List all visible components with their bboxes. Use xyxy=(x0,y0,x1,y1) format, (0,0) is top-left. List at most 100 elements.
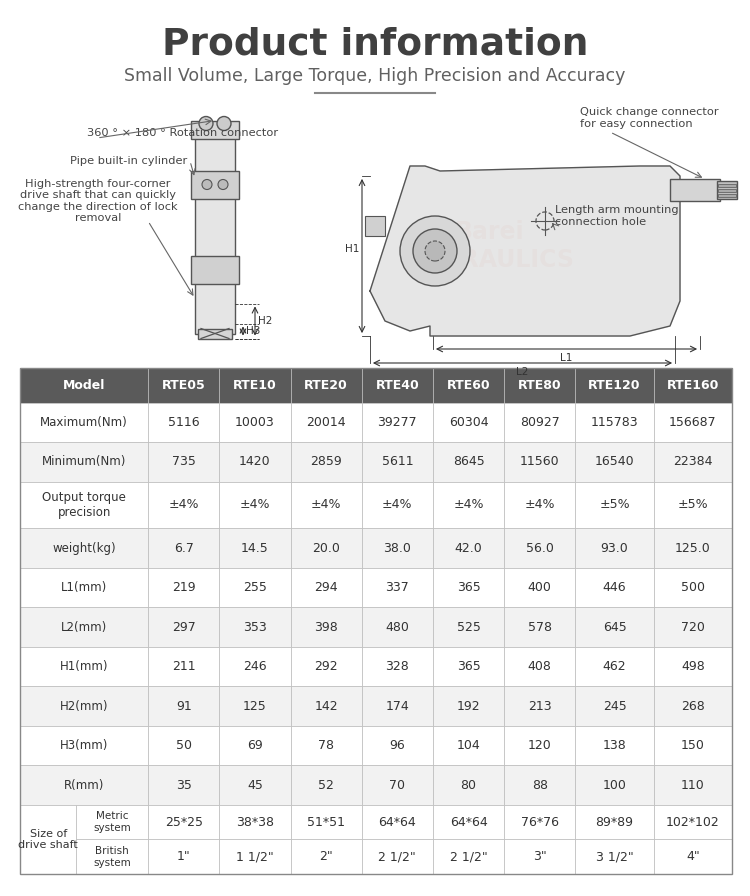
Text: 353: 353 xyxy=(243,621,267,633)
Bar xyxy=(148,840,219,874)
Text: 446: 446 xyxy=(603,582,626,594)
Bar xyxy=(76,840,148,874)
Text: 294: 294 xyxy=(314,582,338,594)
Bar xyxy=(20,686,148,726)
Bar xyxy=(191,170,239,199)
Bar xyxy=(654,607,732,647)
Bar xyxy=(654,805,732,840)
Bar xyxy=(290,481,362,529)
Text: Small Volume, Large Torque, High Precision and Accuracy: Small Volume, Large Torque, High Precisi… xyxy=(124,67,626,85)
Text: 255: 255 xyxy=(243,582,267,594)
Bar xyxy=(433,568,504,607)
Text: 337: 337 xyxy=(386,582,410,594)
Text: RTE10: RTE10 xyxy=(233,379,277,392)
Bar xyxy=(670,179,720,201)
Text: 104: 104 xyxy=(457,739,481,752)
Text: ±4%: ±4% xyxy=(240,498,270,512)
Bar xyxy=(575,442,654,481)
Text: 156687: 156687 xyxy=(669,416,717,429)
Bar xyxy=(148,647,219,686)
Text: H1: H1 xyxy=(344,244,359,254)
Bar xyxy=(504,481,575,529)
Bar xyxy=(504,686,575,726)
Bar xyxy=(433,607,504,647)
Bar xyxy=(575,368,654,402)
Text: Output torque
precision: Output torque precision xyxy=(42,491,126,519)
Bar xyxy=(433,765,504,805)
Bar xyxy=(290,647,362,686)
Text: RTE60: RTE60 xyxy=(447,379,491,392)
Bar xyxy=(362,686,433,726)
Text: 96: 96 xyxy=(389,739,405,752)
Text: 11560: 11560 xyxy=(520,455,560,469)
Text: Metric
system: Metric system xyxy=(94,812,131,833)
Bar xyxy=(219,368,290,402)
Text: R(mm): R(mm) xyxy=(64,779,104,792)
Text: Size of
drive shaft: Size of drive shaft xyxy=(18,829,78,850)
Text: Quick change connector
for easy connection: Quick change connector for easy connecti… xyxy=(580,108,718,129)
Text: 498: 498 xyxy=(681,660,705,673)
Bar xyxy=(654,647,732,686)
Text: Minimum(Nm): Minimum(Nm) xyxy=(42,455,126,469)
Bar xyxy=(362,840,433,874)
Bar xyxy=(219,529,290,568)
Text: High-strength four-corner
drive shaft that can quickly
change the direction of l: High-strength four-corner drive shaft th… xyxy=(18,178,178,223)
Text: RTE20: RTE20 xyxy=(304,379,348,392)
Bar xyxy=(290,726,362,765)
Bar xyxy=(575,765,654,805)
Bar xyxy=(575,805,654,840)
Text: 64*64: 64*64 xyxy=(379,815,416,829)
Text: 142: 142 xyxy=(314,700,338,712)
Bar xyxy=(504,805,575,840)
Text: H3(mm): H3(mm) xyxy=(60,739,108,752)
Bar xyxy=(219,686,290,726)
Circle shape xyxy=(202,179,212,189)
Polygon shape xyxy=(370,166,680,336)
Bar xyxy=(433,402,504,442)
Bar xyxy=(575,481,654,529)
Text: 398: 398 xyxy=(314,621,338,633)
Circle shape xyxy=(199,116,213,131)
Bar xyxy=(20,442,148,481)
Text: British
system: British system xyxy=(94,846,131,867)
Bar xyxy=(290,529,362,568)
Bar xyxy=(290,840,362,874)
Circle shape xyxy=(425,241,445,261)
Bar xyxy=(362,765,433,805)
Text: 297: 297 xyxy=(172,621,196,633)
Bar xyxy=(575,607,654,647)
Text: 1": 1" xyxy=(177,850,190,863)
Bar xyxy=(654,442,732,481)
Text: 42.0: 42.0 xyxy=(454,542,482,555)
Text: ±4%: ±4% xyxy=(382,498,412,512)
Text: 52: 52 xyxy=(318,779,334,792)
Text: 578: 578 xyxy=(528,621,552,633)
Text: 292: 292 xyxy=(314,660,338,673)
Bar xyxy=(290,402,362,442)
Bar xyxy=(20,368,148,402)
Text: 76*76: 76*76 xyxy=(520,815,559,829)
Text: 56.0: 56.0 xyxy=(526,542,554,555)
Bar xyxy=(504,726,575,765)
Text: 69: 69 xyxy=(247,739,262,752)
Text: 150: 150 xyxy=(681,739,705,752)
Text: 5611: 5611 xyxy=(382,455,413,469)
Bar xyxy=(20,726,148,765)
Bar xyxy=(362,805,433,840)
Bar xyxy=(20,368,732,874)
Bar xyxy=(148,529,219,568)
Text: 39277: 39277 xyxy=(377,416,417,429)
Bar xyxy=(148,726,219,765)
Text: ±4%: ±4% xyxy=(311,498,341,512)
Text: RTE120: RTE120 xyxy=(588,379,640,392)
Bar xyxy=(148,765,219,805)
Bar xyxy=(219,840,290,874)
Text: 102*102: 102*102 xyxy=(666,815,720,829)
Text: 462: 462 xyxy=(603,660,626,673)
Text: 120: 120 xyxy=(528,739,552,752)
Bar xyxy=(20,647,148,686)
Bar xyxy=(290,805,362,840)
Text: 365: 365 xyxy=(457,660,481,673)
Bar xyxy=(504,647,575,686)
Text: Pipe built-in cylinder: Pipe built-in cylinder xyxy=(70,156,188,166)
